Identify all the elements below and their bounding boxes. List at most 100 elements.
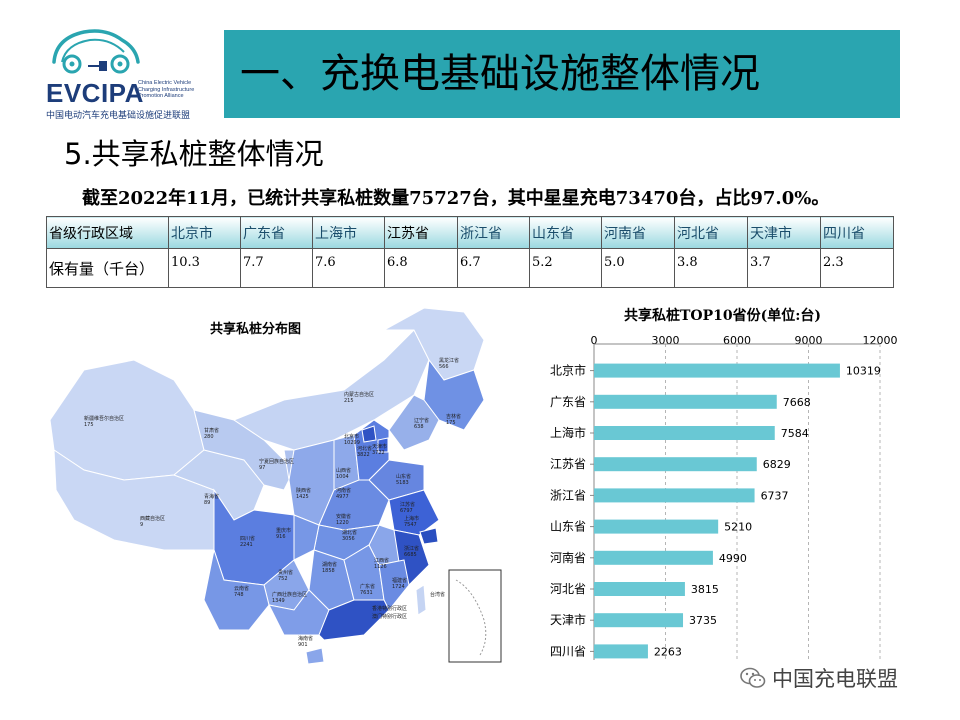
map-label: 新疆维吾尔自治区 xyxy=(84,415,124,422)
map-label-value: 2241 xyxy=(240,542,253,548)
map-label: 宁夏回族自治区 xyxy=(259,458,294,465)
map-label-value: 566 xyxy=(439,364,449,370)
bar-data-label: 4990 xyxy=(719,552,747,565)
map-region-guangdong xyxy=(318,599,390,641)
map-label: 安徽省 xyxy=(336,513,351,520)
header-bar: 一、充换电基础设施整体情况 xyxy=(224,30,900,118)
map-label: 香港特别行政区 xyxy=(372,605,407,612)
map-label-value: 1349 xyxy=(272,598,285,604)
map-label: 上海市 xyxy=(404,515,419,522)
table-cell-value: 7.6 xyxy=(312,248,385,288)
map-region-inner-mongolia xyxy=(232,329,430,451)
y-category-label: 上海市 xyxy=(550,425,586,440)
map-label-value: 1858 xyxy=(322,568,335,574)
map-title: 共享私桩分布图 xyxy=(210,322,302,337)
bar-data-label: 6737 xyxy=(761,489,789,502)
summary-text: 截至2022年11月，已统计共享私桩数量75727台，其中星星充电73470台，… xyxy=(82,188,830,209)
map-label: 山西省 xyxy=(336,467,351,474)
table-row-label: 保有量（千台） xyxy=(46,248,169,288)
map-label: 甘肃省 xyxy=(204,427,219,434)
map-region-jiangsu xyxy=(388,489,440,536)
bar-data-label: 3815 xyxy=(691,583,719,596)
table-cell-value: 3.7 xyxy=(747,248,821,288)
map-label-value: 6685 xyxy=(404,552,417,558)
map-label: 湖北省 xyxy=(342,529,357,536)
map-label-value: 1724 xyxy=(392,584,405,590)
table-row-label: 省级行政区域 xyxy=(46,216,169,249)
table-cell-province: 山东省 xyxy=(529,216,602,249)
map-region-yunnan xyxy=(203,548,270,631)
map-label-value: 1126 xyxy=(374,564,387,570)
bar xyxy=(594,582,685,596)
table-cell-value: 7.7 xyxy=(240,248,313,288)
map-label: 广西壮族自治区 xyxy=(272,591,307,598)
map-label-value: 748 xyxy=(234,592,244,598)
bar xyxy=(594,363,840,378)
table-cell-value: 5.0 xyxy=(601,248,675,288)
y-category-label: 四川省 xyxy=(550,644,586,658)
map-label-value: 3822 xyxy=(357,452,370,458)
map-label-value: 3722 xyxy=(372,450,385,456)
table-cell-value: 10.3 xyxy=(168,248,241,288)
bar-chart: 0 3000 6000 9000 12000 北京市 10319 广东省 7668 上海市 758… xyxy=(524,326,904,670)
bar-data-label: 7668 xyxy=(783,396,811,409)
map-label: 西藏自治区 xyxy=(140,515,165,522)
table-cell-province: 天津市 xyxy=(747,216,821,249)
map-label-value: 752 xyxy=(278,576,288,582)
china-map-svg: 黑龙江省566内蒙古自治区215吉林省175辽宁省638北京市10299天津市3… xyxy=(49,307,502,665)
map-label: 江西省 xyxy=(374,557,389,564)
x-tick-label: 12000 xyxy=(863,334,898,347)
map-label-value: 6797 xyxy=(400,508,413,514)
map-label-value: 9 xyxy=(140,522,143,528)
map-region-zhejiang xyxy=(393,529,430,586)
y-category-label: 河南省 xyxy=(550,550,586,565)
table-cell-value: 3.8 xyxy=(674,248,748,288)
map-label-value: 638 xyxy=(414,424,424,430)
page-title: 一、充换电基础设施整体情况 xyxy=(240,51,760,97)
table-cell-province: 河北省 xyxy=(674,216,748,249)
bar-data-label: 3735 xyxy=(689,614,717,627)
map-label: 广东省 xyxy=(360,583,375,590)
ev-car-logo-icon xyxy=(52,29,140,74)
y-category-label: 浙江省 xyxy=(550,488,586,502)
map-label: 重庆市 xyxy=(276,527,291,534)
bar xyxy=(594,457,757,472)
map-label-value: 1004 xyxy=(336,474,349,480)
table-cell-province: 浙江省 xyxy=(457,216,530,249)
south-sea-inset xyxy=(448,569,502,663)
map-label: 辽宁省 xyxy=(414,417,429,424)
map-label-value: 97 xyxy=(259,465,265,471)
table-cell-value: 5.2 xyxy=(529,248,602,288)
brand-tagline-en: China Electric Vehicle Charging Infrastr… xyxy=(138,80,195,99)
table-cell-province: 广东省 xyxy=(240,216,313,249)
table-cell-province: 河南省 xyxy=(601,216,675,249)
wechat-icon xyxy=(740,667,766,688)
map-label: 内蒙古自治区 xyxy=(344,391,374,398)
map-label-value: 215 xyxy=(344,398,354,404)
bar xyxy=(594,519,719,534)
watermark: 中国充电联盟 xyxy=(740,664,898,692)
section-title: 5.共享私桩整体情况 xyxy=(64,137,324,171)
bar xyxy=(594,394,777,409)
map-label-value: 1220 xyxy=(336,520,349,526)
table-cell-value: 6.7 xyxy=(457,248,530,288)
table-cell-province: 四川省 xyxy=(820,216,894,249)
map-region-beijing xyxy=(361,425,377,443)
map-region-taiwan xyxy=(415,584,427,616)
map-label: 河北省 xyxy=(357,445,372,452)
bar xyxy=(594,613,684,628)
brand-logo: EVCIPA China Electric Vehicle Charging I… xyxy=(42,24,202,121)
map-label: 湖南省 xyxy=(322,561,337,568)
map-label-value: 175 xyxy=(84,422,94,428)
bar-data-label: 10319 xyxy=(846,365,881,378)
table-cell-province: 上海市 xyxy=(312,216,385,249)
province-table: 省级行政区域 北京市 广东省 上海市 江苏省 浙江省 山东省 河南省 河北省 天… xyxy=(46,216,894,288)
map-label: 台湾省 xyxy=(430,591,445,598)
y-category-label: 北京市 xyxy=(550,363,586,378)
map-label: 青海省 xyxy=(204,493,219,500)
table-cell-value: 6.8 xyxy=(384,248,458,288)
china-map: 黑龙江省 566 内蒙古自治区 215 吉林省 175 辽宁省 638 北京市 10299 天津市 3… xyxy=(44,300,524,672)
y-category-label: 河北省 xyxy=(550,582,586,596)
y-category-label: 山东省 xyxy=(550,520,586,534)
map-label-value: 901 xyxy=(298,642,308,648)
